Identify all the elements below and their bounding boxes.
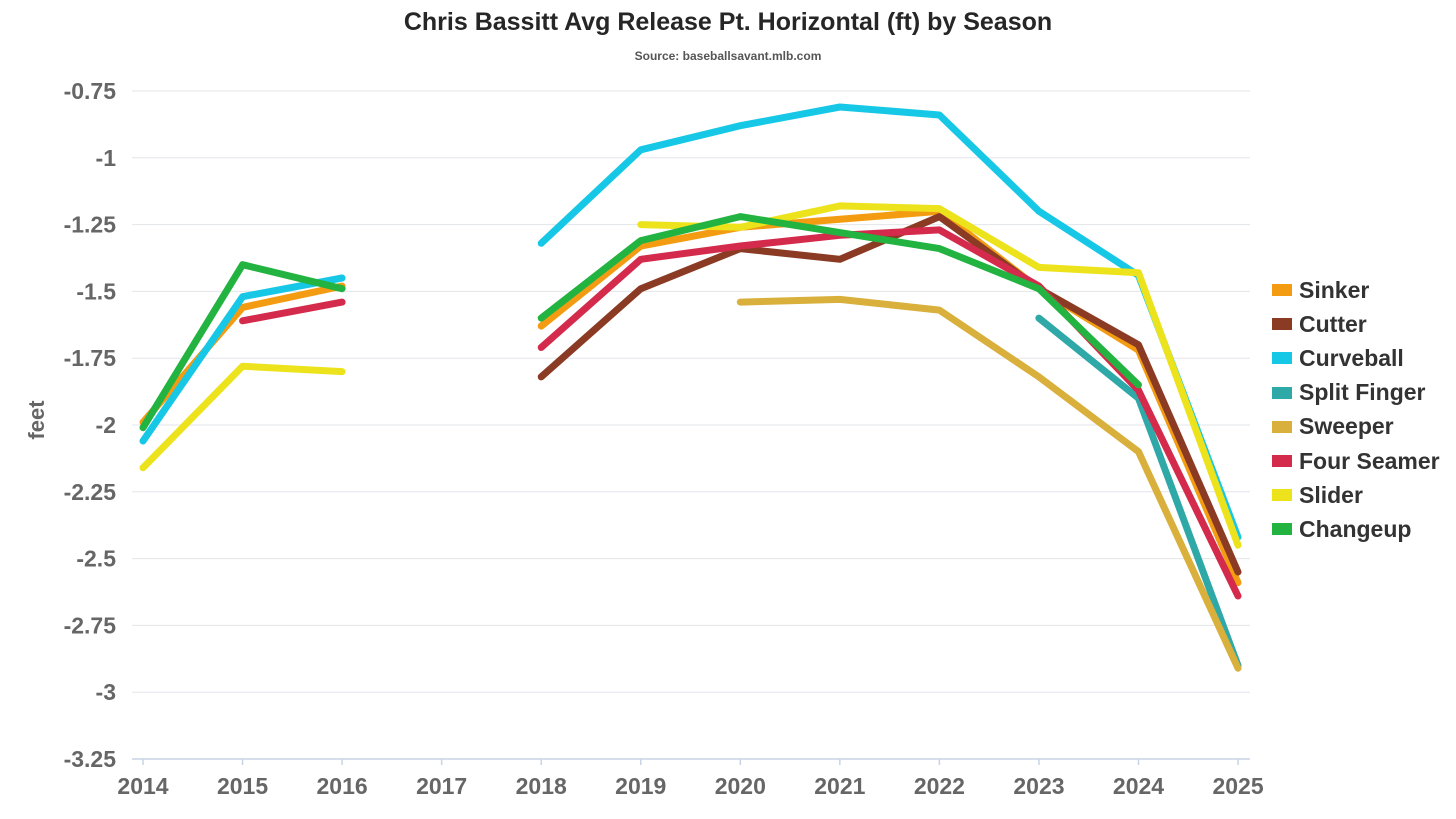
chart-title: Chris Bassitt Avg Release Pt. Horizontal…: [403, 8, 1053, 36]
series-line-changeup: [139, 261, 346, 432]
y-tick-label: -3: [96, 679, 116, 705]
legend-label: Curveball: [1299, 344, 1404, 371]
x-tick-label: 2024: [1113, 773, 1164, 799]
y-tick-label: -3.25: [64, 746, 117, 772]
y-tick-label: -1.5: [76, 278, 116, 304]
legend-swatch: [1272, 318, 1292, 331]
legend-label: Sinker: [1299, 276, 1370, 303]
chart-subtitle: Source: baseballsavant.mlb.com: [634, 49, 822, 63]
y-tick-label: -2.5: [76, 546, 116, 572]
legend-item-split-finger[interactable]: Split Finger: [1272, 376, 1440, 410]
legend-item-cutter[interactable]: Cutter: [1272, 307, 1440, 341]
legend-swatch: [1272, 489, 1292, 502]
legend-item-sweeper[interactable]: Sweeper: [1272, 410, 1440, 444]
series-lines: [139, 103, 1242, 672]
series-line-sinker: [537, 207, 1242, 587]
legend-label: Changeup: [1299, 515, 1412, 542]
legend: Sinker Cutter Curveball Split Finger Sweeper…: [1272, 273, 1440, 547]
x-tick-label: 2018: [516, 773, 567, 799]
x-tick-label: 2016: [317, 773, 368, 799]
legend-label: Four Seamer: [1299, 447, 1440, 474]
y-tick-label: -1: [96, 145, 117, 171]
series-line-curveball: [139, 274, 346, 445]
series-changeup: [139, 213, 1142, 432]
series-line-curveball: [537, 103, 1242, 541]
legend-swatch: [1272, 386, 1292, 399]
legend-item-slider[interactable]: Slider: [1272, 478, 1440, 512]
series-sweeper: [736, 295, 1242, 672]
series-line-four-seamer: [239, 298, 346, 325]
y-tick-label: -0.75: [64, 78, 117, 104]
y-axis-label: feet: [24, 400, 49, 440]
x-tick-label: 2023: [1013, 773, 1064, 799]
y-tick-label: -2.25: [64, 479, 117, 505]
legend-label: Split Finger: [1299, 379, 1426, 406]
series-slider: [139, 202, 1242, 549]
legend-swatch: [1272, 284, 1292, 297]
x-tick-label: 2022: [914, 773, 965, 799]
x-tick-label: 2021: [814, 773, 865, 799]
series-line-slider: [139, 362, 346, 472]
y-tick-label: -1.75: [64, 345, 117, 371]
legend-swatch: [1272, 352, 1292, 365]
legend-swatch: [1272, 420, 1292, 433]
legend-item-changeup[interactable]: Changeup: [1272, 512, 1440, 546]
legend-swatch: [1272, 455, 1292, 468]
axes: -0.75 -1 -1.25 -1.5 -1.75 -2 -2.25 -2.5 -2.75 -3 -…: [64, 78, 1264, 799]
x-tick-label: 2014: [117, 773, 168, 799]
series-line-sinker: [139, 282, 346, 426]
grid-lines: [132, 90, 1250, 760]
x-tick-label: 2025: [1212, 773, 1263, 799]
y-tick-label: -2: [96, 412, 116, 438]
legend-swatch: [1272, 523, 1292, 536]
series-line-changeup: [537, 213, 1142, 389]
legend-item-sinker[interactable]: Sinker: [1272, 273, 1440, 307]
x-tick-label: 2020: [715, 773, 766, 799]
legend-item-four-seamer[interactable]: Four Seamer: [1272, 444, 1440, 478]
y-tick-label: -1.25: [64, 212, 117, 238]
legend-label: Slider: [1299, 481, 1363, 508]
x-tick-label: 2015: [217, 773, 268, 799]
legend-item-curveball[interactable]: Curveball: [1272, 341, 1440, 375]
y-tick-label: -2.75: [64, 612, 117, 638]
legend-label: Sweeper: [1299, 413, 1394, 440]
legend-label: Cutter: [1299, 310, 1367, 337]
series-sinker: [139, 207, 1242, 587]
series-line-sweeper: [736, 295, 1242, 672]
series-line-slider: [637, 202, 1242, 549]
x-tick-label: 2019: [615, 773, 666, 799]
x-tick-label: 2017: [416, 773, 467, 799]
